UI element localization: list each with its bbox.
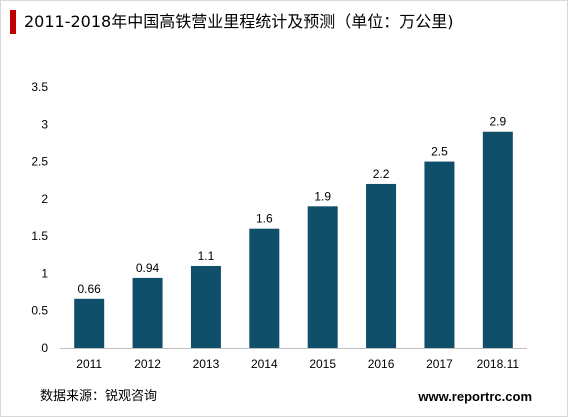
data-label: 0.94	[136, 261, 160, 275]
x-tick-label: 2012	[134, 357, 161, 371]
y-axis-ticks: 0 0.5 1 1.5 2 2.5 3 3.5	[31, 80, 48, 355]
bar	[307, 206, 338, 348]
data-source-note: 数据来源：锐观咨询	[40, 389, 158, 404]
data-labels: 0.66 0.94 1.1 1.6 1.9 2.2 2.5 2.9	[78, 115, 507, 296]
x-tick-label: 2011	[76, 357, 102, 371]
data-label: 2.2	[373, 167, 390, 181]
y-tick-label: 3	[41, 117, 48, 131]
y-tick-label: 2.5	[31, 155, 48, 169]
x-tick-label: 2013	[193, 357, 220, 371]
y-tick-label: 2	[41, 192, 48, 206]
bar	[249, 228, 280, 348]
bar	[424, 161, 455, 348]
bar	[482, 131, 513, 348]
title-accent-bar	[10, 10, 16, 34]
chart-title: 2011-2018年中国高铁营业里程统计及预测（单位：万公里)	[24, 12, 454, 31]
bar	[366, 183, 397, 348]
x-tick-label: 2016	[368, 357, 395, 371]
bars-group	[74, 131, 513, 348]
bar	[190, 265, 221, 348]
data-label: 0.66	[78, 282, 102, 296]
y-tick-label: 3.5	[31, 80, 48, 94]
x-tick-label: 2017	[426, 357, 453, 371]
bar	[74, 298, 105, 348]
y-tick-label: 0.5	[31, 304, 48, 318]
x-tick-label: 2014	[251, 357, 278, 371]
bar	[132, 277, 163, 348]
x-axis-labels: 2011 2012 2013 2014 2015 2016 2017 2018.11	[76, 357, 519, 371]
y-tick-label: 0	[41, 341, 48, 355]
x-tick-label: 2018.11	[477, 357, 520, 371]
data-label: 2.5	[431, 145, 448, 159]
data-label: 1.9	[314, 189, 331, 203]
y-tick-label: 1	[41, 266, 48, 280]
data-label: 1.1	[198, 249, 215, 263]
data-label: 1.6	[256, 212, 273, 226]
x-tick-label: 2015	[309, 357, 336, 371]
y-tick-label: 1.5	[31, 229, 48, 243]
data-label: 2.9	[489, 115, 506, 129]
website-url: www.reportrc.com	[418, 389, 532, 404]
